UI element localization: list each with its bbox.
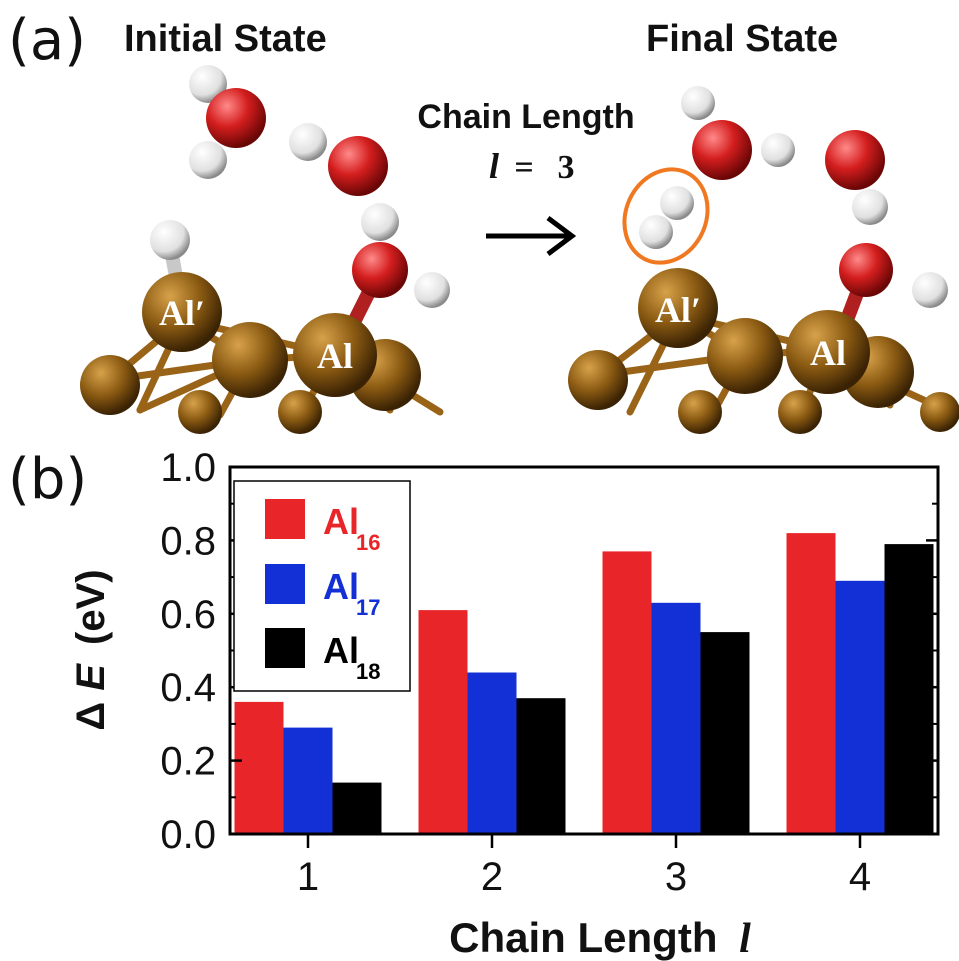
x-ticks-group: 1 2 3 4 <box>297 834 871 899</box>
legend-label-al17: Al <box>323 566 359 607</box>
bar-al17-cat2 <box>467 672 517 834</box>
al-label-final: Al <box>810 333 846 373</box>
y-tick-label: 0.8 <box>160 519 216 563</box>
bar-al17-cat4 <box>835 580 885 834</box>
final-state-structure <box>568 86 959 434</box>
al-atom-final <box>786 310 870 394</box>
al-label-initial: Al <box>317 336 353 376</box>
bar-al16-cat2 <box>418 610 468 834</box>
bars-group <box>234 533 934 834</box>
bar-al18-cat3 <box>700 632 750 834</box>
final-state-title: Final State <box>646 18 839 60</box>
y-axis-label-prefix: Δ <box>69 702 113 731</box>
x-tick-label-3: 3 <box>665 855 687 899</box>
y-ticks-group: 0.0 0.2 0.4 0.6 0.8 1.0 <box>160 446 938 857</box>
x-axis-label: Chain Length l <box>449 914 751 961</box>
x-tick-label-2: 2 <box>481 855 503 899</box>
transition-equals: = <box>514 149 533 186</box>
bar-chart: 0.0 0.2 0.4 0.6 0.8 1.0 1 2 3 4 Al 16 Al 17 Al 1… <box>69 446 940 961</box>
svg-text:Chain Length l: Chain Length l <box>449 914 751 961</box>
x-tick-label-4: 4 <box>849 855 871 899</box>
y-tick-label: 0.2 <box>160 740 216 784</box>
h2-highlight-ring <box>622 167 710 265</box>
svg-text:Δ E (eV): Δ E (eV) <box>69 569 113 730</box>
x-axis-label-text: Chain Length <box>449 914 717 961</box>
y-tick-label: 0.4 <box>160 666 216 710</box>
x-axis-label-symbol: l <box>739 916 751 961</box>
al-prime-label-final: Al′ <box>655 290 701 330</box>
legend-sub-al17: 17 <box>356 595 380 620</box>
al-prime-atom-initial <box>142 272 222 352</box>
legend: Al 16 Al 17 Al 18 <box>233 480 411 692</box>
al-prime-atom-final <box>638 268 718 348</box>
legend-label-al18: Al <box>323 630 359 671</box>
bar-al16-cat3 <box>602 551 652 834</box>
y-tick-label: 0.0 <box>160 813 216 857</box>
legend-swatch-al16 <box>265 499 305 539</box>
y-axis-label-unit: (eV) <box>69 569 113 645</box>
legend-sub-al18: 18 <box>356 659 380 684</box>
x-tick-label-1: 1 <box>297 855 319 899</box>
legend-swatch-al18 <box>265 628 305 668</box>
bar-al16-cat4 <box>786 533 836 834</box>
bar-al17-cat1 <box>283 727 333 834</box>
al-atom-initial <box>293 313 377 397</box>
initial-state-title: Initial State <box>124 18 327 60</box>
y-tick-label: 0.6 <box>160 593 216 637</box>
bar-al16-cat1 <box>234 701 284 834</box>
transition-symbol: l <box>489 146 499 186</box>
transition-label: Chain Length <box>417 98 634 136</box>
y-axis-label: Δ E (eV) <box>69 569 113 730</box>
bar-al18-cat1 <box>332 782 382 834</box>
initial-state-structure <box>80 65 450 434</box>
bar-al18-cat2 <box>516 698 566 834</box>
y-tick-label: 1.0 <box>160 446 216 490</box>
transition-value: 3 <box>558 149 575 186</box>
transition-arrow <box>486 216 577 256</box>
al-prime-label-initial: Al′ <box>159 293 205 333</box>
bar-al17-cat3 <box>651 602 701 834</box>
legend-swatch-al17 <box>265 564 305 604</box>
legend-sub-al16: 16 <box>356 530 380 555</box>
legend-box <box>233 480 411 692</box>
y-axis-label-symbol: E <box>69 663 113 691</box>
legend-label-al16: Al <box>323 501 359 542</box>
bar-al18-cat4 <box>884 544 934 834</box>
panel-b-label: (b) <box>8 447 87 512</box>
panel-a-label: (a) <box>8 8 87 73</box>
